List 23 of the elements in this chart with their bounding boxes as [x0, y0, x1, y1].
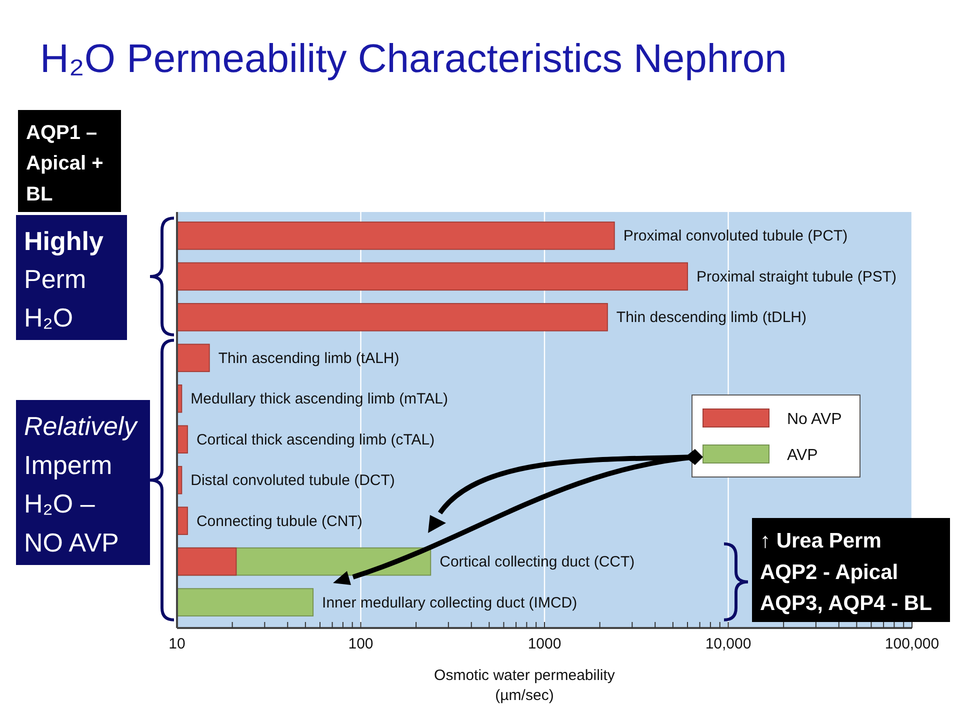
chart-title: H₂O Permeability Characteristics Nephron: [40, 37, 787, 81]
y-tick-label: Cortical collecting duct (CCT): [440, 554, 635, 571]
legend-label: No AVP: [787, 411, 842, 428]
x-tick-label: 10: [168, 636, 186, 653]
x-tick-label: 10,000: [705, 636, 752, 653]
text: Highly Perm H₂O: [24, 226, 104, 333]
x-tick-label: 1000: [528, 636, 562, 653]
x-tick-label: 100,000: [884, 636, 940, 653]
text: Relatively Imperm H₂O – NO AVP: [24, 411, 139, 558]
annotation: ↑ Urea Perm AQP2 - Apical AQP3, AQP4 - BL: [760, 529, 932, 616]
y-tick-label: Thin descending limb (tDLH): [616, 309, 807, 326]
y-tick-label: Proximal convoluted tubule (PCT): [623, 228, 848, 245]
y-tick-label: Inner medullary collecting duct (IMCD): [322, 594, 578, 612]
y-tick-label: Thin ascending limb (tALH): [218, 350, 400, 367]
y-tick-label: Connecting tubule (CNT): [196, 512, 362, 530]
y-tick-label: Cortical thick ascending limb (cTAL): [196, 431, 435, 448]
x-tick-label: 100: [348, 636, 374, 653]
y-tick-label: Distal convoluted tubule (DCT): [190, 472, 395, 490]
text: AQP1 – Apical + BL: [26, 122, 104, 206]
y-tick-label: Medullary thick ascending limb (mTAL): [190, 390, 448, 408]
legend-label: AVP: [787, 447, 818, 464]
y-tick-label: Proximal straight tubule (PST): [696, 268, 897, 286]
x-axis-title: Osmotic water permeability (µm/sec): [434, 667, 616, 704]
